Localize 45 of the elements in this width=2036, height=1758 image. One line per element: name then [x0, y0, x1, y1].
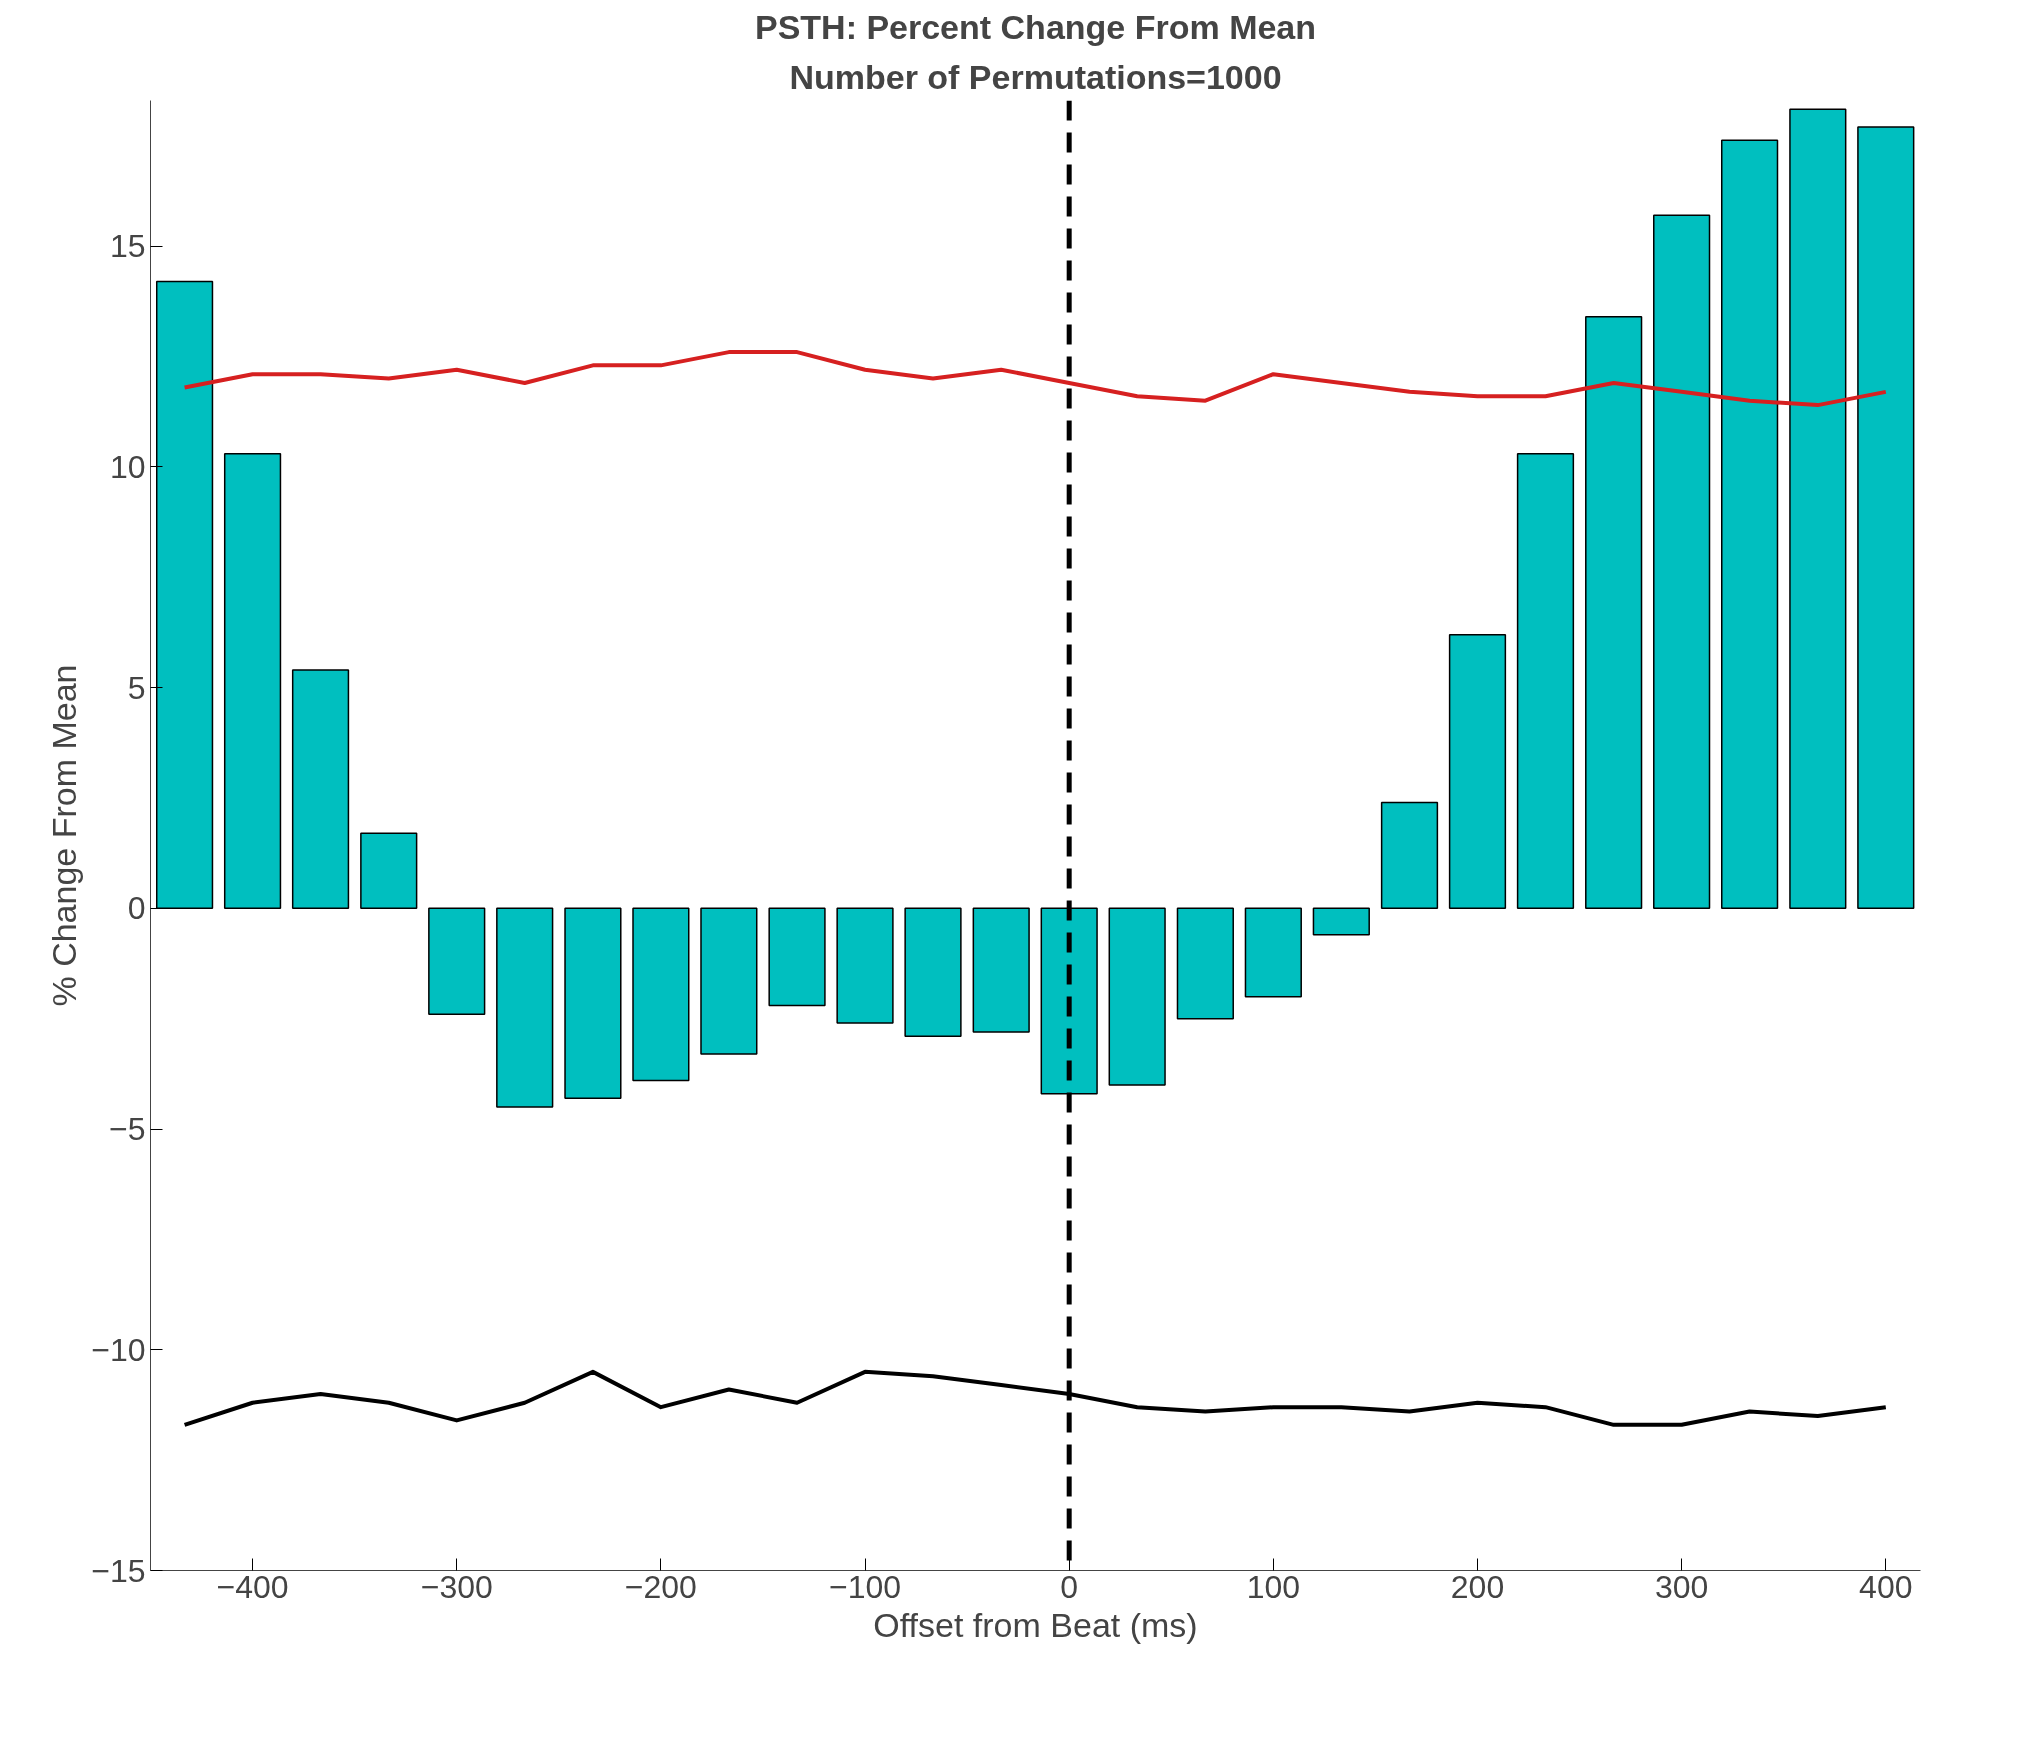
bar — [1516, 452, 1575, 910]
bar — [972, 907, 1030, 1033]
bar — [1789, 108, 1847, 910]
bar — [836, 907, 894, 1024]
x-tick-label: 200 — [1450, 1568, 1505, 1605]
y-tick-label: −15 — [91, 1552, 146, 1589]
chart-subtitle: Number of Permutations=1000 — [789, 57, 1282, 96]
bar — [1108, 907, 1166, 1086]
bar — [1176, 907, 1234, 1020]
bar — [1857, 126, 1915, 910]
y-tick-label: 0 — [127, 890, 146, 927]
bar — [1448, 633, 1507, 910]
bar — [1244, 907, 1302, 998]
x-tick-label: 300 — [1654, 1568, 1709, 1605]
bar — [496, 907, 554, 1108]
bar — [291, 669, 350, 910]
chart-title: PSTH: Percent Change From Mean — [754, 7, 1317, 46]
y-tick-label: −10 — [91, 1331, 146, 1368]
x-tick-label: 100 — [1246, 1568, 1301, 1605]
x-axis-title: Offset from Beat (ms) — [873, 1605, 1198, 1644]
x-tick-label: −200 — [624, 1568, 697, 1605]
y-axis-title: % Change From Mean — [45, 664, 84, 1007]
bar — [360, 832, 418, 910]
x-tick-label: −400 — [216, 1568, 289, 1605]
bar — [700, 907, 758, 1055]
bar — [1721, 139, 1779, 910]
bar — [223, 452, 282, 910]
y-tick-label: 15 — [109, 228, 146, 265]
bar — [1380, 801, 1439, 910]
bar — [1653, 214, 1711, 910]
line-series — [182, 350, 1888, 408]
bar — [1585, 316, 1643, 910]
bar — [1312, 907, 1370, 936]
bar — [904, 907, 962, 1038]
y-tick-label: 5 — [127, 669, 146, 706]
bar — [564, 907, 622, 1099]
x-tick-label: 0 — [1060, 1568, 1079, 1605]
x-tick-label: 400 — [1859, 1568, 1913, 1605]
x-tick-label: −100 — [828, 1568, 902, 1605]
bar — [768, 907, 826, 1007]
bar — [428, 907, 486, 1016]
y-tick-label: −5 — [109, 1111, 146, 1148]
bar — [632, 907, 690, 1082]
y-tick-label: 10 — [109, 448, 146, 485]
x-tick-label: −300 — [420, 1568, 493, 1605]
